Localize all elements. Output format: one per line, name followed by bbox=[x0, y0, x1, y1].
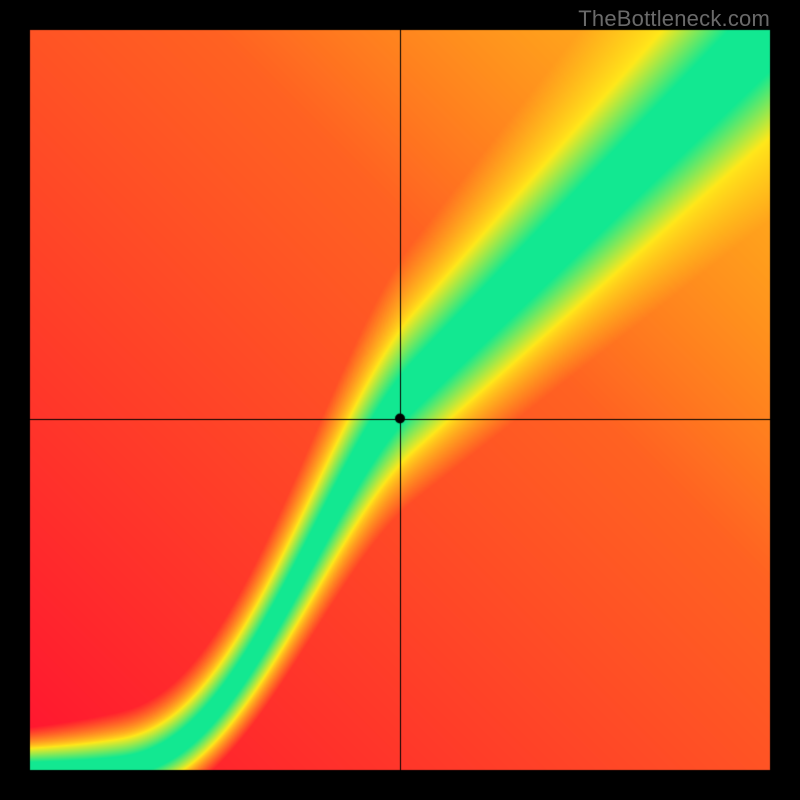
chart-container: TheBottleneck.com bbox=[0, 0, 800, 800]
watermark-text: TheBottleneck.com bbox=[578, 6, 770, 32]
heatmap-canvas bbox=[0, 0, 800, 800]
